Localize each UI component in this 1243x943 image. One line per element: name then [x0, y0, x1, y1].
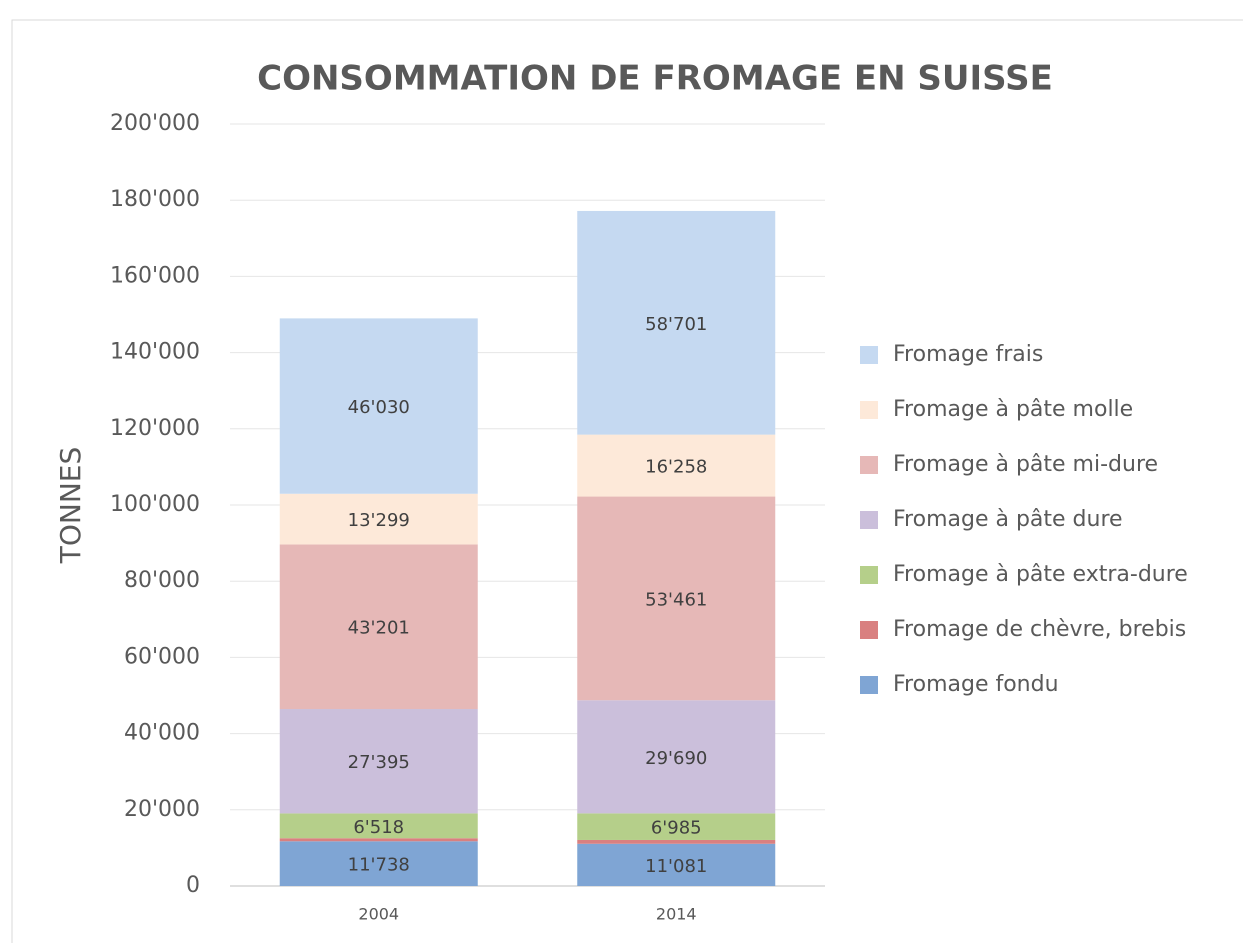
x-tick-label: 2014	[656, 905, 697, 924]
legend-label: Fromage fondu	[893, 672, 1059, 697]
bar-segment	[279, 318, 478, 494]
data-label: 6'985	[651, 818, 702, 839]
bar-segment	[279, 493, 478, 545]
legend-swatch	[860, 566, 878, 584]
y-tick-label: 60'000	[124, 644, 200, 669]
data-label: 16'258	[645, 457, 707, 478]
legend-label: Fromage de chèvre, brebis	[893, 617, 1186, 642]
data-label: 11'081	[645, 856, 707, 877]
bar-segment	[279, 813, 478, 839]
y-tick-label: 120'000	[110, 416, 200, 441]
y-tick-label: 100'000	[110, 492, 200, 517]
legend-swatch	[860, 401, 878, 419]
y-tick-label: 40'000	[124, 721, 200, 746]
legend-label: Fromage à pâte extra-dure	[893, 562, 1188, 587]
y-tick-label: 160'000	[110, 263, 200, 288]
y-tick-label: 80'000	[124, 568, 200, 593]
bar-segment	[279, 841, 478, 886]
bar-segment	[577, 843, 776, 886]
data-label: 46'030	[348, 397, 410, 418]
legend-swatch	[860, 676, 878, 694]
data-label: 58'701	[645, 314, 707, 335]
data-label: 27'395	[348, 752, 410, 773]
data-label: 13'299	[348, 510, 410, 531]
y-tick-label: 180'000	[110, 187, 200, 212]
data-label: 53'461	[645, 589, 707, 610]
bar-segment	[279, 544, 478, 710]
bar-segment	[279, 838, 478, 842]
bar-segment	[577, 434, 776, 497]
bar-segment	[577, 700, 776, 814]
y-tick-label: 200'000	[110, 111, 200, 136]
chart-title: CONSOMMATION DE FROMAGE EN SUISSE	[257, 59, 1053, 99]
legend-swatch	[860, 511, 878, 529]
bar-segment	[577, 210, 776, 435]
y-tick-label: 140'000	[110, 340, 200, 365]
data-label: 11'738	[348, 855, 410, 876]
x-tick-label: 2004	[358, 905, 399, 924]
legend-swatch	[860, 346, 878, 364]
y-tick-label: 20'000	[124, 797, 200, 822]
y-axis-label: TONNES	[54, 447, 87, 565]
data-label: 43'201	[348, 618, 410, 639]
legend-label: Fromage à pâte molle	[893, 397, 1133, 422]
legend-label: Fromage à pâte dure	[893, 507, 1123, 532]
bar-segment	[279, 709, 478, 814]
bar-segment	[577, 813, 776, 840]
data-label: 29'690	[645, 748, 707, 769]
y-tick-label: 0	[186, 873, 200, 898]
legend-swatch	[860, 621, 878, 639]
legend-label: Fromage à pâte mi-dure	[893, 452, 1158, 477]
data-label: 6'518	[353, 817, 404, 838]
legend-swatch	[860, 456, 878, 474]
legend-label: Fromage frais	[893, 342, 1043, 367]
bar-segment	[577, 839, 776, 844]
bar-segment	[577, 496, 776, 701]
